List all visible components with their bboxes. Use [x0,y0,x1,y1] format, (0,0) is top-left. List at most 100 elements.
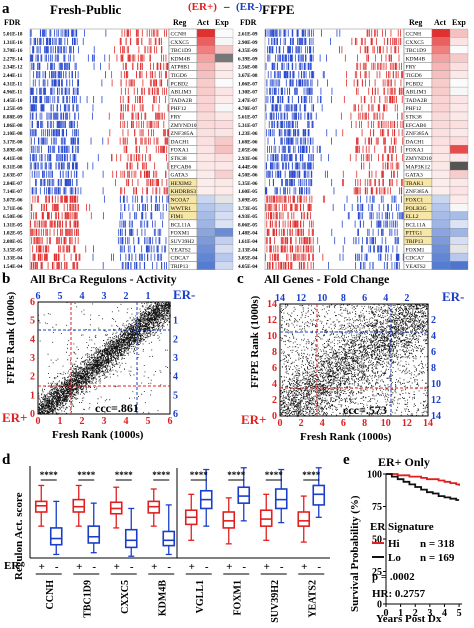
barcode-tick [32,129,34,137]
barcode-tick [285,154,287,162]
barcode-tick [59,237,61,245]
barcode-tick [147,220,149,228]
barcode-tick [161,179,163,187]
barcode-tick [389,145,390,153]
barcode-tick [360,203,362,211]
barcode-tick [51,195,53,203]
barcode-tick [391,79,392,87]
activity-cell [196,161,216,171]
barcode-tick [390,162,392,170]
barcode-tick [141,220,143,228]
barcode-tick [307,162,309,170]
barcode-tick [390,96,391,104]
barcode-tick [55,37,57,45]
barcode-tick [389,79,391,87]
barcode-tick [385,62,387,70]
barcode-tick [77,137,79,145]
barcode-tick [157,120,159,128]
barcode-tick [298,129,300,137]
barcode-tick [39,46,41,54]
barcode-tick [139,104,141,112]
barcode-tick [67,96,69,104]
barcode-tick [354,220,356,228]
barcode-tick [72,37,73,45]
barcode-tick [289,79,291,87]
barcode-tick [124,220,126,228]
barcode-tick [32,79,34,87]
barcode-tick [278,228,280,236]
barcode-tick [122,104,124,112]
barcode-tick [303,220,305,228]
barcode-tick [154,37,156,45]
barcode-tick [294,195,295,203]
barcode-tick [134,187,136,195]
barcode-tick [287,137,289,145]
barcode-tick [293,104,295,112]
barcode-tick [272,162,274,170]
barcode-tick [279,104,281,112]
barcode-tick [358,237,360,245]
barcode-tick [360,71,361,79]
barcode-tick [69,179,71,187]
barcode-tick [34,37,36,45]
top-tick-label: 8 [341,293,346,304]
barcode-tick [342,253,344,261]
barcode-tick [308,179,310,187]
barcode-tick [293,179,295,187]
barcode-tick [382,46,384,54]
barcode-tick [34,162,36,170]
barcode-tick [158,203,160,211]
barcode-tick [284,245,286,253]
barcode-tick [42,129,44,137]
activity-cell [431,95,451,104]
barcode-tick [128,220,130,228]
barcode-tick [150,195,152,203]
barcode-tick [269,170,270,178]
barcode-tick [301,96,303,104]
barcode-tick [313,71,315,79]
barcode-tick [397,170,398,178]
barcode-tick [275,170,277,178]
regulon-name: ZNF385A [171,131,194,137]
panel-b-er-plus: ER+ [2,410,27,425]
barcode-tick [157,62,159,70]
barcode-tick [137,37,138,45]
barcode-tick [391,179,393,187]
barcode-tick [57,203,59,211]
barcode-tick [60,137,62,145]
barcode-tick [272,37,274,45]
barcode-tick [374,245,375,253]
barcode-tick [30,87,32,95]
barcode-tick [379,46,381,54]
barcode-tick [373,195,375,203]
regulon-name: GATA3 [406,173,423,179]
barcode-tick [38,37,40,45]
barcode-tick [367,29,369,37]
barcode-tick [44,253,45,261]
barcode-tick [134,212,135,220]
barcode-tick [368,228,370,236]
barcode-tick [62,112,64,120]
barcode-tick [68,162,70,170]
box-body [274,488,288,510]
barcode-tick [380,253,382,261]
barcode-tick [56,104,58,112]
barcode-tick [370,129,371,137]
barcode-tick [302,79,303,87]
barcode-tick [292,245,294,253]
panel-c-letter: c [237,271,244,287]
barcode-tick [364,187,366,195]
barcode-tick [309,46,311,54]
barcode-tick [158,237,160,245]
barcode-tick [361,203,363,211]
barcode-tick [31,54,33,62]
expression-cell [214,128,234,138]
barcode-tick [277,187,278,195]
barcode-tick [154,71,156,79]
barcode-tick [269,195,271,203]
top-tick-label: 5 [58,291,63,302]
barcode-tick [279,187,281,195]
panel-b-xlabel: Fresh Rank (1000s) [52,429,144,441]
barcode-tick [368,71,370,79]
activity-cell [196,145,216,154]
